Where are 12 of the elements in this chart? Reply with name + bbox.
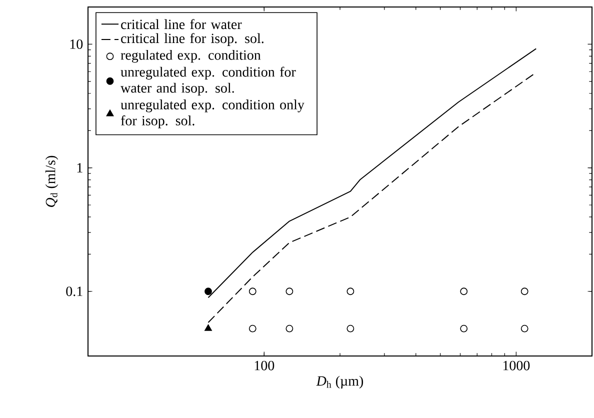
x-tick-label: 1000: [503, 360, 530, 370]
x-axis-title: D$_{h}$ (µm): [316, 376, 364, 389]
legend-label: unregulated exp. condition only for isop. sol.: [120, 100, 304, 128]
y-tick-label: 1: [77, 163, 82, 172]
y-tick-label: 10: [70, 39, 83, 49]
y-tick-label: 0.1: [66, 286, 82, 296]
legend-label: critical line for water: [121, 19, 242, 30]
x-tick-label: 100: [254, 360, 274, 370]
legend-label: regulated exp. condition: [120, 50, 261, 63]
legend-label: critical line for isop. sol.: [121, 33, 264, 46]
y-axis-title: Q$_{d}$ (ml/s): [45, 156, 58, 207]
legend-label: unregulated exp. condition for water and isop. sol.: [120, 66, 296, 96]
